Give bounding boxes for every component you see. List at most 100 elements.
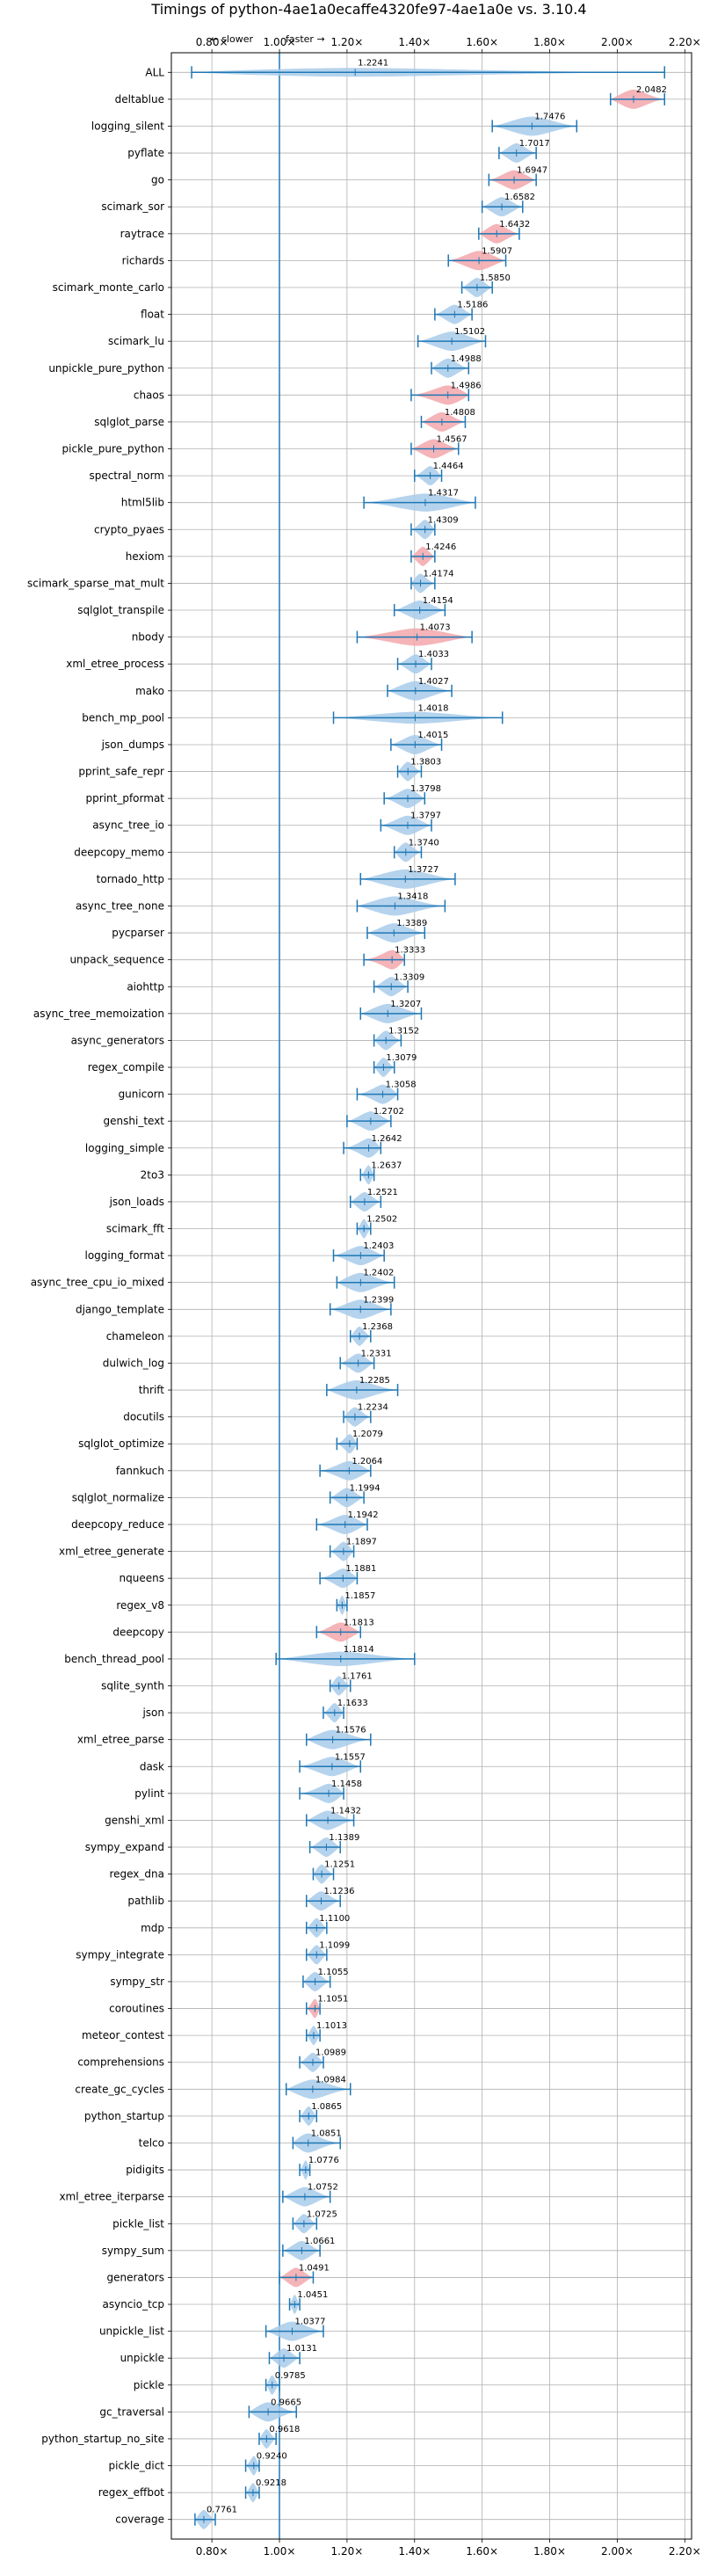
category-label: mdp bbox=[141, 1922, 164, 1934]
faster-label: faster → bbox=[286, 33, 325, 45]
value-label: 2.0482 bbox=[636, 85, 667, 95]
value-label: 1.6432 bbox=[499, 220, 530, 229]
value-label: 1.3798 bbox=[410, 784, 441, 794]
category-label: ALL bbox=[145, 66, 164, 78]
value-label: 1.5102 bbox=[454, 327, 485, 337]
category-label: pickle_list bbox=[112, 2217, 164, 2230]
value-label: 1.0984 bbox=[315, 2075, 346, 2085]
value-label: 1.2079 bbox=[352, 1430, 383, 1439]
value-label: 1.2399 bbox=[363, 1295, 394, 1305]
category-label: unpickle bbox=[120, 2352, 164, 2364]
x-tick-label-bottom: 0.80× bbox=[196, 2545, 228, 2558]
category-label: pathlib bbox=[127, 1895, 164, 1907]
value-label: 1.2241 bbox=[358, 58, 388, 68]
value-label: 1.4174 bbox=[423, 569, 453, 579]
value-label: 1.1055 bbox=[318, 1968, 349, 1977]
category-label: gc_traversal bbox=[99, 2405, 164, 2418]
category-label: html5lib bbox=[121, 497, 164, 509]
value-label: 1.1013 bbox=[316, 2021, 347, 2031]
value-label: 1.0131 bbox=[286, 2344, 317, 2354]
value-label: 1.1389 bbox=[329, 1833, 359, 1843]
value-label: 1.3152 bbox=[388, 1026, 419, 1036]
value-label: 0.9785 bbox=[275, 2371, 306, 2381]
value-label: 1.1099 bbox=[319, 1940, 350, 1950]
value-label: 1.4986 bbox=[451, 381, 482, 390]
category-label: sqlglot_optimize bbox=[78, 1437, 164, 1450]
value-label: 1.4018 bbox=[417, 703, 448, 713]
category-label: xml_etree_parse bbox=[77, 1734, 164, 1746]
category-label: xml_etree_process bbox=[66, 658, 164, 670]
value-label: 1.2285 bbox=[359, 1376, 390, 1386]
value-label: 0.9618 bbox=[269, 2425, 300, 2434]
category-label: comprehensions bbox=[77, 2056, 164, 2069]
value-label: 1.1458 bbox=[331, 1779, 362, 1789]
category-label: nqueens bbox=[120, 1572, 164, 1584]
category-label: gunicorn bbox=[119, 1088, 164, 1101]
value-label: 1.1881 bbox=[345, 1564, 376, 1574]
category-label: deepcopy bbox=[112, 1626, 164, 1638]
category-label: pycparser bbox=[112, 927, 164, 939]
value-label: 1.2502 bbox=[366, 1215, 397, 1225]
value-label: 1.4033 bbox=[418, 650, 449, 659]
plot-frame bbox=[170, 52, 692, 2540]
category-label: spectral_norm bbox=[89, 469, 164, 482]
value-label: 1.2402 bbox=[363, 1269, 394, 1278]
category-label: sqlglot_normalize bbox=[72, 1491, 164, 1503]
category-label: meteor_contest bbox=[82, 2029, 164, 2041]
value-label: 1.0865 bbox=[311, 2102, 342, 2112]
value-label: 0.9240 bbox=[257, 2452, 287, 2462]
category-label: float bbox=[141, 309, 164, 321]
category-label: logging_silent bbox=[91, 120, 164, 132]
category-label: docutils bbox=[123, 1411, 164, 1423]
x-tick-label-top: 2.20× bbox=[669, 36, 701, 48]
category-label: pylint bbox=[134, 1787, 164, 1800]
category-label: scimark_fft bbox=[106, 1223, 164, 1235]
x-tick-label-top: 0.80× bbox=[196, 36, 228, 48]
value-label: 1.1813 bbox=[344, 1618, 374, 1627]
category-label: crypto_pyaes bbox=[94, 523, 164, 535]
category-label: python_startup bbox=[84, 2110, 164, 2122]
value-label: 1.5850 bbox=[480, 273, 511, 283]
x-tick-label-top: 1.60× bbox=[466, 36, 498, 48]
value-label: 1.2368 bbox=[362, 1322, 393, 1332]
value-label: 1.4309 bbox=[428, 515, 459, 525]
category-label: pprint_safe_repr bbox=[78, 766, 164, 778]
category-label: async_tree_cpu_io_mixed bbox=[31, 1277, 164, 1289]
value-label: 1.1633 bbox=[337, 1699, 368, 1708]
category-label: async_tree_memoization bbox=[33, 1008, 164, 1020]
value-label: 1.4464 bbox=[433, 462, 464, 471]
value-label: 1.7017 bbox=[519, 139, 550, 149]
category-label: pickle_pure_python bbox=[62, 443, 164, 455]
value-label: 1.3207 bbox=[390, 1000, 421, 1009]
x-tick-label-bottom: 1.00× bbox=[264, 2545, 296, 2558]
category-label: fannkuch bbox=[116, 1465, 164, 1477]
category-label: 2to3 bbox=[141, 1168, 164, 1181]
category-label: xml_etree_generate bbox=[59, 1546, 164, 1558]
value-label: 1.3727 bbox=[408, 865, 438, 875]
category-label: json_loads bbox=[109, 1196, 164, 1208]
value-label: 1.1942 bbox=[348, 1510, 379, 1520]
category-label: go bbox=[151, 174, 164, 186]
value-label: 0.9665 bbox=[271, 2398, 301, 2407]
value-label: 1.2234 bbox=[358, 1403, 388, 1413]
value-label: 1.1897 bbox=[346, 1538, 377, 1547]
value-label: 1.2642 bbox=[372, 1134, 402, 1144]
category-label: deepcopy_reduce bbox=[71, 1518, 164, 1531]
category-label: aiohttp bbox=[127, 980, 164, 993]
value-label: 1.4015 bbox=[417, 731, 448, 740]
value-label: 1.3333 bbox=[395, 946, 425, 956]
x-tick-label-top: 2.00× bbox=[601, 36, 634, 48]
category-label: pprint_pformat bbox=[86, 792, 165, 804]
category-label: python_startup_no_site bbox=[41, 2433, 164, 2445]
category-label: sympy_str bbox=[110, 1976, 164, 1988]
value-label: 1.4808 bbox=[445, 408, 475, 418]
value-label: 1.3803 bbox=[410, 758, 441, 768]
value-label: 1.2637 bbox=[371, 1161, 402, 1170]
category-label: django_template bbox=[76, 1303, 164, 1315]
category-label: genshi_xml bbox=[105, 1814, 164, 1826]
value-label: 1.4317 bbox=[428, 489, 459, 498]
chart-title: Timings of python-4ae1a0ecaffe4320fe97-4… bbox=[150, 1, 586, 18]
value-label: 0.7761 bbox=[207, 2506, 237, 2515]
value-label: 1.6947 bbox=[517, 166, 547, 176]
x-tick-label-bottom: 1.40× bbox=[398, 2545, 431, 2558]
